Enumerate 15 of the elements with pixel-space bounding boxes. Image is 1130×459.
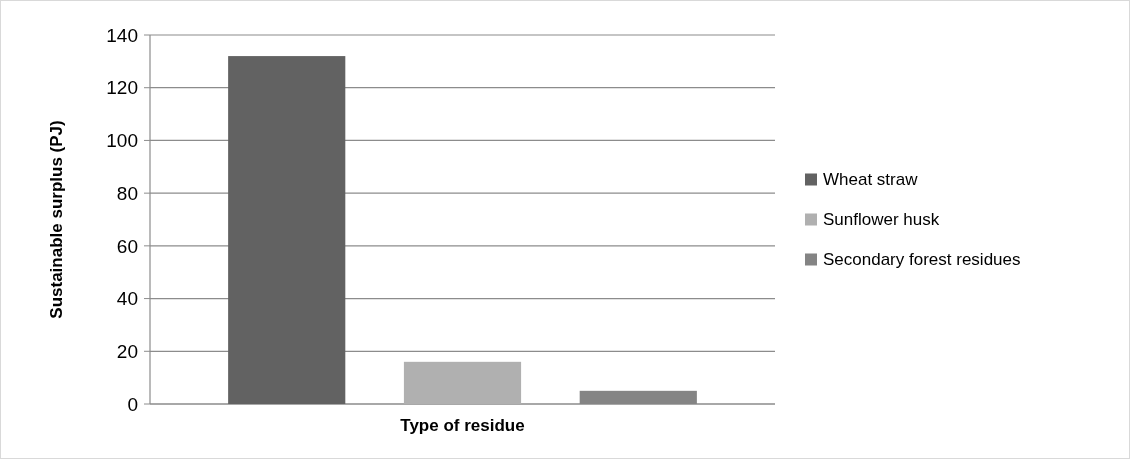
y-tick-label: 40: [116, 288, 138, 310]
y-tick-label: 0: [127, 393, 138, 415]
y-tick-label: 120: [106, 77, 138, 99]
bar: [403, 361, 522, 404]
legend-label: Sunflower husk: [823, 210, 940, 230]
y-tick-label: 60: [116, 235, 138, 257]
legend-label: Wheat straw: [823, 170, 919, 190]
y-tick-label: 140: [106, 24, 138, 46]
y-tick-label: 80: [116, 182, 138, 204]
y-tick-label: 20: [116, 340, 138, 362]
bar: [228, 56, 346, 404]
x-axis-title: Type of residue: [400, 416, 525, 435]
legend-label: Secondary forest residues: [823, 250, 1021, 270]
y-tick-label: 100: [106, 130, 138, 152]
y-axis-title: Sustainable surplus (PJ): [47, 120, 66, 319]
